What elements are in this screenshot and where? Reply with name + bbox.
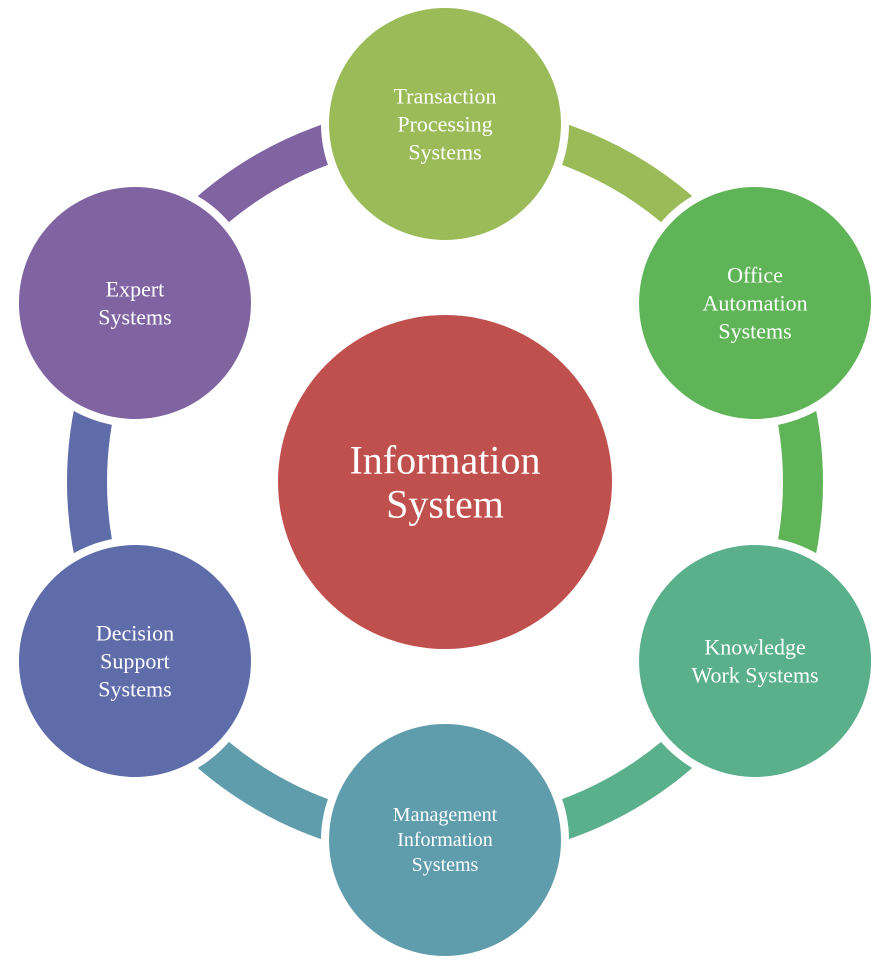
node-dss-label-line: Support bbox=[100, 649, 170, 674]
center-circle bbox=[278, 315, 612, 649]
node-circle bbox=[18, 545, 251, 777]
center-label-line: System bbox=[386, 482, 504, 527]
node-circle bbox=[18, 187, 251, 419]
node-mis-label-line: Systems bbox=[412, 854, 479, 876]
node-es-label-line: Expert bbox=[106, 277, 165, 302]
node-oas-label-line: Automation bbox=[702, 291, 807, 316]
node-tps-label-line: Systems bbox=[408, 140, 481, 165]
node-es: Expert Systems bbox=[10, 179, 259, 427]
node-circle bbox=[329, 8, 561, 240]
node-dss: Decision Support Systems bbox=[10, 537, 259, 785]
node-tps-label-line: Transaction bbox=[393, 84, 496, 109]
node-dss-label-line: Systems bbox=[98, 677, 171, 702]
node-dss-label-line: Decision bbox=[96, 621, 174, 646]
outer-nodes: Transaction Processing Systems Office Automa… bbox=[10, 0, 880, 964]
node-mis-label-line: Management bbox=[393, 804, 498, 826]
node-oas-label-line: Systems bbox=[718, 319, 791, 344]
node-circle bbox=[639, 545, 872, 777]
node-circle bbox=[639, 187, 872, 419]
node-tps-label-line: Processing bbox=[397, 112, 492, 137]
node-tps: Transaction Processing Systems bbox=[321, 0, 569, 248]
node-circle bbox=[329, 724, 561, 956]
center-label-line: Information bbox=[349, 438, 540, 483]
node-kws-label-line: Knowledge bbox=[704, 635, 805, 660]
node-oas-label-line: Office bbox=[727, 263, 783, 288]
node-oas: Office Automation Systems bbox=[631, 179, 880, 427]
node-kws-label-line: Work Systems bbox=[691, 663, 818, 688]
node-mis: Management Information Systems bbox=[321, 716, 569, 964]
node-mis-label-line: Information bbox=[397, 829, 493, 851]
node-kws: Knowledge Work Systems bbox=[631, 537, 880, 785]
node-es-label-line: Systems bbox=[98, 305, 171, 330]
